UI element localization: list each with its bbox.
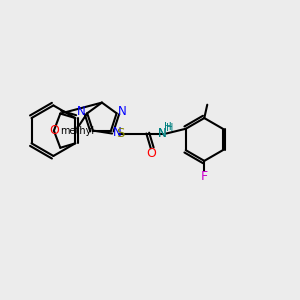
Text: N: N	[112, 125, 121, 139]
Text: H: H	[166, 123, 173, 133]
Text: S: S	[116, 127, 124, 140]
Text: F: F	[201, 170, 208, 183]
Text: methyl: methyl	[60, 126, 94, 136]
Text: N: N	[158, 127, 167, 140]
Text: H: H	[164, 122, 172, 132]
Text: O: O	[146, 147, 156, 160]
Text: N: N	[77, 105, 86, 118]
Text: N: N	[118, 105, 127, 118]
Text: N: N	[158, 127, 167, 140]
Text: O: O	[49, 124, 59, 137]
